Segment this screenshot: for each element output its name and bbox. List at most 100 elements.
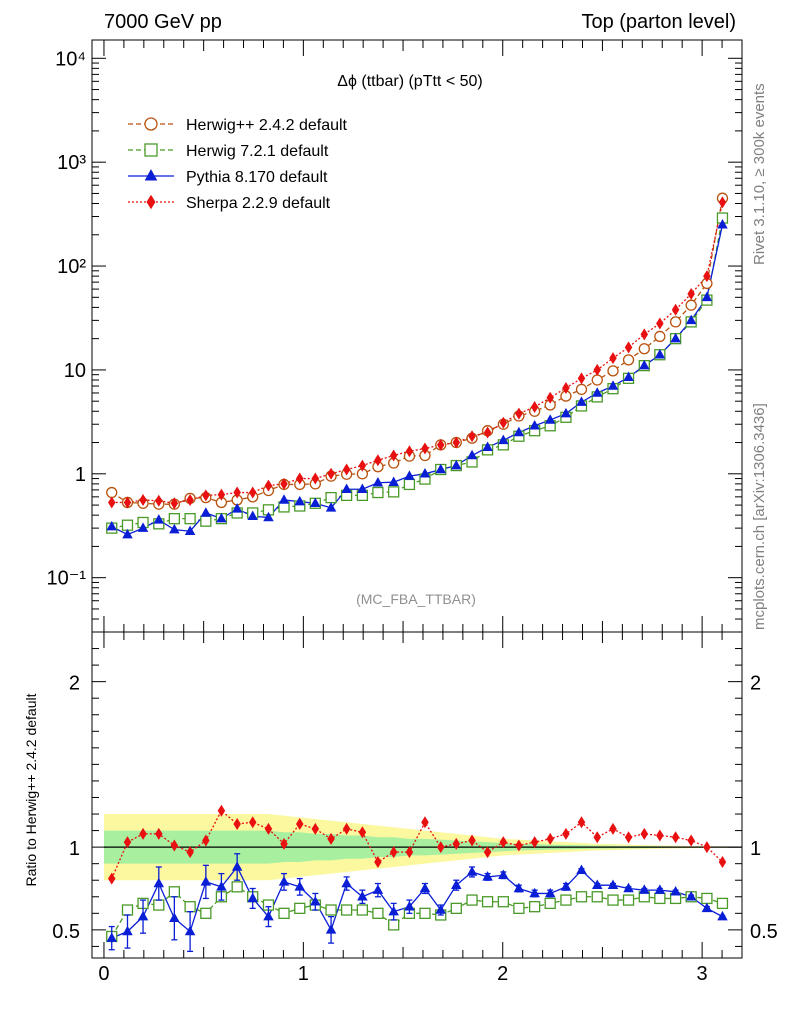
rivet-label: Rivet 3.1.10, ≥ 300k events (751, 83, 768, 265)
data-point (562, 381, 570, 394)
data-point (452, 436, 461, 449)
data-point (106, 486, 118, 499)
data-point (685, 299, 697, 311)
data-point (137, 522, 149, 532)
data-point (146, 194, 156, 210)
data-point (717, 910, 728, 921)
data-point (656, 317, 664, 330)
data-point (404, 900, 415, 911)
data-point (685, 891, 697, 901)
data-point (202, 489, 210, 502)
data-point (123, 496, 132, 509)
data-point (388, 905, 399, 916)
series-line (111, 217, 724, 529)
data-point (546, 391, 554, 404)
data-point (654, 330, 666, 343)
data-point (139, 493, 147, 506)
header-right: Top (parton level) (581, 11, 736, 33)
data-point (513, 902, 525, 915)
data-point (405, 445, 414, 458)
data-point (452, 837, 461, 850)
chart-title: Δϕ (ttbar) (pTtt < 50) (337, 73, 482, 90)
x-tick-label: 2 (497, 963, 508, 985)
data-point (497, 896, 509, 908)
data-point (466, 449, 478, 460)
ratio-y-tick-label: 2 (69, 673, 80, 695)
data-point (639, 359, 650, 370)
y-tick-label: 10⁴ (55, 48, 86, 70)
ratio-frame (91, 631, 743, 959)
data-point (231, 503, 243, 513)
data-point (622, 894, 635, 906)
data-point (435, 904, 446, 914)
data-point (340, 904, 353, 916)
data-point (530, 400, 539, 413)
data-point (184, 513, 196, 525)
data-point (466, 866, 478, 876)
data-point (515, 407, 523, 420)
data-point (325, 491, 337, 504)
data-point (436, 438, 445, 451)
data-point (278, 494, 290, 504)
data-point (656, 829, 664, 842)
legend-entry: Pythia 8.170 default (128, 169, 328, 186)
data-point (624, 831, 633, 844)
data-point (576, 864, 587, 875)
data-point (248, 486, 257, 499)
data-point (310, 497, 321, 508)
data-point (718, 856, 727, 869)
data-point (107, 496, 116, 509)
data-point (122, 925, 133, 936)
legend-label: Herwig++ 2.4.2 default (186, 117, 348, 134)
data-point (670, 332, 681, 343)
data-point (342, 463, 351, 476)
data-point (294, 495, 306, 506)
data-point (546, 832, 554, 845)
x-tick-label: 0 (98, 963, 109, 985)
data-point (577, 816, 586, 829)
data-point (638, 343, 650, 355)
data-point (217, 488, 226, 501)
data-point (106, 520, 117, 531)
data-point (294, 881, 306, 891)
data-point (530, 836, 539, 849)
data-point (716, 897, 729, 910)
data-point (718, 196, 727, 209)
data-point (419, 468, 431, 478)
data-point (388, 476, 399, 486)
data-point (247, 510, 258, 521)
ratio-y-tick-label-right: 0.5 (750, 921, 778, 943)
data-point (358, 826, 367, 839)
data-point (389, 449, 398, 462)
data-point (200, 507, 212, 517)
legend: Herwig++ 2.4.2 default Herwig 7.2.1 defau… (128, 117, 348, 212)
data-point (466, 894, 478, 906)
data-point (701, 291, 713, 302)
data-point (404, 470, 415, 480)
data-point (184, 525, 196, 535)
data-point (529, 887, 540, 898)
data-point (137, 910, 149, 921)
data-point (624, 341, 633, 354)
data-point (372, 884, 384, 894)
data-point (671, 303, 680, 316)
data-point (544, 414, 556, 424)
ratio-y-tick-label: 0.5 (52, 921, 80, 943)
data-point (200, 907, 212, 919)
data-point (263, 511, 274, 522)
data-point (607, 365, 619, 377)
data-point (202, 834, 210, 847)
legend-label: Sherpa 2.2.9 default (186, 195, 331, 212)
data-point (296, 817, 304, 830)
data-point (544, 897, 556, 910)
data-point (687, 834, 695, 847)
data-point (482, 871, 493, 881)
data-point (388, 919, 400, 931)
data-point (575, 891, 588, 903)
data-point (231, 861, 243, 871)
data-point (593, 363, 601, 376)
data-point (513, 426, 525, 437)
data-point (562, 827, 570, 840)
data-point (483, 846, 492, 859)
data-point (468, 834, 476, 847)
